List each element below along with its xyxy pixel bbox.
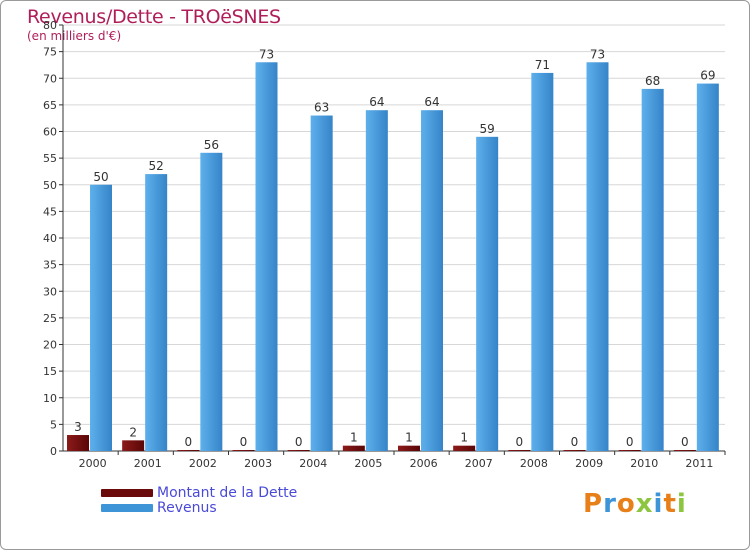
data-label-dette-2008: 0	[516, 435, 524, 449]
bar-revenus-2003	[255, 62, 278, 452]
bar-revenus-2001	[145, 174, 168, 451]
bar-revenus-2008	[531, 72, 554, 452]
data-label-dette-2000: 3	[74, 420, 82, 434]
bar-dette-2007	[453, 445, 476, 451]
legend-swatch-dette	[101, 489, 153, 497]
bar-revenus-2006	[421, 110, 443, 451]
y-tick-label: 10	[43, 392, 57, 405]
data-label-revenus-2001: 52	[149, 159, 164, 173]
logo-letter: o	[616, 489, 636, 519]
data-label-revenus-2004: 63	[314, 101, 329, 115]
data-label-revenus-2005: 64	[369, 95, 384, 109]
y-tick-label: 30	[43, 285, 57, 298]
chart-title: Revenus/Dette - TROëSNES	[27, 6, 281, 28]
data-label-revenus-2008: 71	[535, 58, 550, 72]
bar-dette-2006	[398, 445, 420, 451]
legend-label-revenus: Revenus	[157, 500, 217, 516]
data-label-dette-2001: 2	[129, 425, 137, 439]
bar-dette-2009	[563, 450, 586, 451]
data-label-dette-2010: 0	[626, 435, 634, 449]
y-tick-label: 15	[43, 365, 57, 378]
data-label-revenus-2011: 69	[700, 69, 715, 83]
data-label-revenus-2003: 73	[259, 47, 274, 61]
bar-revenus-2010	[641, 88, 664, 452]
x-tick-label-2002: 2002	[189, 457, 217, 470]
bar-dette-2003	[232, 450, 255, 451]
bar-dette-2010	[618, 450, 641, 451]
bar-dette-2011	[673, 450, 696, 451]
x-tick-label-2009: 2009	[575, 457, 603, 470]
data-label-dette-2006: 1	[405, 431, 413, 445]
data-label-revenus-2009: 73	[590, 47, 605, 61]
y-tick-label: 60	[43, 126, 57, 139]
y-tick-label: 20	[43, 339, 57, 352]
data-label-revenus-2000: 50	[93, 170, 108, 184]
y-tick-label: 40	[43, 232, 57, 245]
bar-dette-2004	[287, 450, 310, 451]
legend-label-dette: Montant de la Dette	[157, 485, 298, 501]
y-tick-label: 65	[43, 99, 57, 112]
data-label-dette-2003: 0	[240, 435, 248, 449]
bar-revenus-2005	[365, 110, 388, 451]
y-tick-label: 35	[43, 259, 57, 272]
y-tick-label: 25	[43, 312, 57, 325]
x-tick-label-2001: 2001	[134, 457, 162, 470]
x-tick-label-2000: 2000	[79, 457, 107, 470]
x-tick-label-2010: 2010	[630, 457, 658, 470]
bar-revenus-2004	[310, 115, 333, 452]
y-tick-label: 80	[43, 19, 57, 32]
y-tick-label: 5	[50, 418, 57, 431]
bar-dette-2002	[177, 450, 200, 451]
bar-revenus-2002	[200, 152, 223, 452]
logo-letter: P	[583, 489, 604, 519]
x-tick-label-2005: 2005	[354, 457, 382, 470]
legend-swatch-revenus	[101, 504, 153, 512]
logo-letter: i	[676, 489, 687, 519]
y-tick-label: 0	[50, 445, 57, 458]
data-label-dette-2005: 1	[350, 431, 358, 445]
x-tick-label-2003: 2003	[244, 457, 272, 470]
data-label-dette-2007: 1	[460, 431, 468, 445]
logo-letter: x	[635, 489, 654, 519]
y-tick-label: 55	[43, 152, 57, 165]
bar-dette-2005	[342, 445, 365, 451]
y-tick-label: 70	[43, 72, 57, 85]
y-tick-label: 50	[43, 179, 57, 192]
data-label-dette-2004: 0	[295, 435, 303, 449]
logo-letter: r	[603, 489, 617, 519]
bar-dette-2001	[122, 440, 145, 451]
x-tick-label-2004: 2004	[299, 457, 327, 470]
chart-subtitle: (en milliers d'€)	[27, 29, 122, 43]
data-label-dette-2011: 0	[681, 435, 689, 449]
data-label-dette-2009: 0	[571, 435, 579, 449]
data-label-revenus-2010: 68	[645, 74, 660, 88]
x-tick-label-2011: 2011	[685, 457, 713, 470]
bar-dette-2008	[508, 450, 531, 451]
bar-revenus-2011	[696, 83, 719, 451]
x-tick-label-2007: 2007	[465, 457, 493, 470]
proxiti-logo: Proxiti	[583, 489, 687, 519]
x-tick-label-2008: 2008	[520, 457, 548, 470]
data-label-revenus-2002: 56	[204, 138, 219, 152]
data-label-dette-2002: 0	[185, 435, 193, 449]
bar-revenus-2007	[476, 136, 499, 451]
data-label-revenus-2007: 59	[480, 122, 495, 136]
x-tick-label-2006: 2006	[410, 457, 438, 470]
y-tick-label: 45	[43, 205, 57, 218]
bar-revenus-2009	[586, 62, 609, 452]
bar-revenus-2000	[90, 184, 112, 451]
y-tick-label: 75	[43, 46, 57, 59]
logo-letter: t	[663, 489, 677, 519]
logo-letter: i	[653, 489, 664, 519]
bar-dette-2000	[67, 435, 89, 451]
data-label-revenus-2006: 64	[424, 95, 439, 109]
